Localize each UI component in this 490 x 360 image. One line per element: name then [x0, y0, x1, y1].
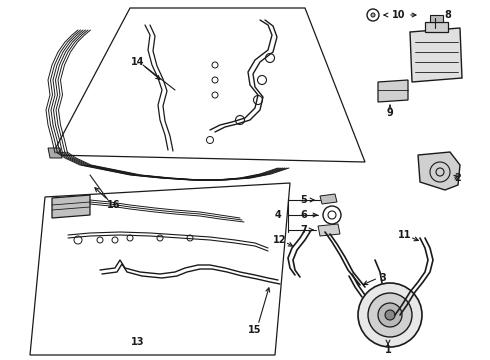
Text: 5: 5 — [301, 195, 307, 205]
Polygon shape — [430, 15, 443, 22]
Text: 2: 2 — [455, 173, 462, 183]
Text: 14: 14 — [131, 57, 145, 67]
Text: 9: 9 — [387, 108, 393, 118]
Text: 7: 7 — [301, 225, 307, 235]
Circle shape — [368, 293, 412, 337]
Polygon shape — [378, 80, 408, 102]
Polygon shape — [48, 148, 62, 158]
Circle shape — [358, 283, 422, 347]
Circle shape — [371, 13, 375, 17]
Polygon shape — [320, 194, 337, 204]
Text: 10: 10 — [392, 10, 406, 20]
Text: 16: 16 — [107, 200, 121, 210]
Text: 6: 6 — [301, 210, 307, 220]
Text: 12: 12 — [273, 235, 287, 245]
Polygon shape — [52, 195, 90, 218]
Circle shape — [378, 303, 402, 327]
Text: 11: 11 — [398, 230, 412, 240]
Polygon shape — [410, 28, 462, 82]
Text: 13: 13 — [131, 337, 145, 347]
Text: 8: 8 — [444, 10, 451, 20]
Text: 3: 3 — [380, 273, 387, 283]
Text: 4: 4 — [274, 210, 281, 220]
Text: 1: 1 — [385, 345, 392, 355]
Polygon shape — [318, 224, 340, 236]
Polygon shape — [418, 152, 460, 190]
Polygon shape — [425, 22, 448, 32]
Text: 15: 15 — [248, 325, 262, 335]
Circle shape — [385, 310, 395, 320]
